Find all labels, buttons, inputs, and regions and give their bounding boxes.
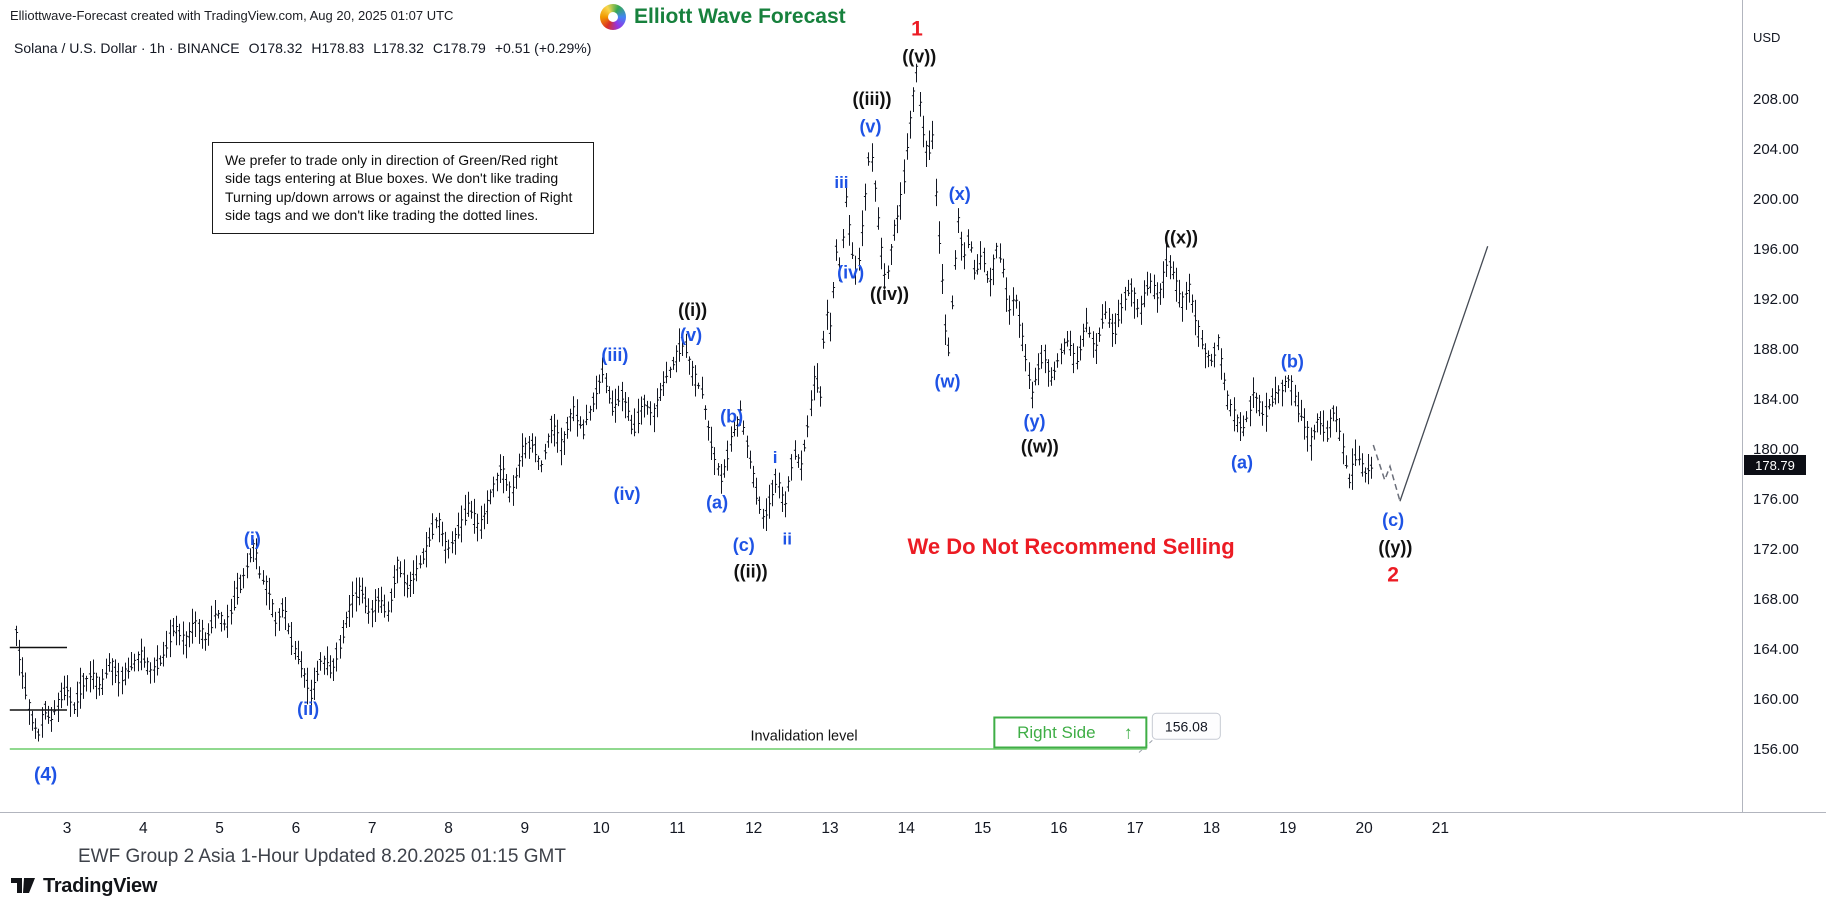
price-axis-label: 168.00 (1753, 591, 1799, 608)
time-axis-label: 20 (1355, 820, 1373, 837)
time-axis-label: 4 (138, 820, 148, 837)
symbol-title[interactable]: Solana / U.S. Dollar · 1h · BINANCE (14, 40, 240, 56)
wave-label: (b) (1281, 351, 1304, 371)
time-axis-label: 15 (973, 820, 992, 837)
ohlc-value: O178.32 (248, 40, 303, 56)
time-axis-label: 8 (444, 820, 453, 837)
tradingview-logo-icon (11, 878, 35, 893)
ewf-logo-text: Elliott Wave Forecast (634, 5, 846, 28)
right-side-up-arrow-icon: ↑ (1124, 723, 1133, 743)
price-axis-label: 180.00 (1753, 441, 1799, 458)
price-axis-label: 188.00 (1753, 341, 1799, 358)
trading-note-box: We prefer to trade only in direction of … (212, 142, 594, 234)
wave-label: ((w)) (1021, 436, 1059, 456)
time-axis-label: 17 (1126, 820, 1144, 837)
wave-label: ((v)) (902, 46, 936, 66)
ewf-logo-icon (600, 4, 626, 30)
ohlc-value: C178.79 (432, 40, 486, 56)
right-side-tag-label: Right Side (1017, 723, 1095, 742)
trading-note-text: We prefer to trade only in direction of … (225, 152, 573, 224)
invalidation-price-text: 156.08 (1165, 718, 1208, 734)
wave-label: (b) (720, 406, 743, 426)
time-axis-label: 3 (62, 820, 72, 837)
time-axis-label: 9 (520, 820, 530, 837)
wave-label: ii (783, 529, 792, 548)
wave-label: 1 (911, 17, 923, 40)
time-axis-label: 12 (745, 820, 763, 837)
invalidation-price-flag[interactable] (1151, 712, 1221, 740)
wave-label: (c) (733, 535, 755, 555)
currency-label: USD (1753, 30, 1781, 45)
right-side-tag-box[interactable] (993, 716, 1148, 749)
time-axis-label: 14 (897, 820, 915, 837)
time-axis-label: 7 (367, 820, 377, 837)
time-axis-label: 21 (1431, 820, 1450, 837)
chart-credit: Elliottwave-Forecast created with Tradin… (10, 8, 454, 23)
wave-label: (a) (706, 493, 728, 513)
wave-label: (a) (1231, 453, 1253, 473)
ohlc-value: L178.32 (373, 40, 424, 56)
time-axis-label: 6 (291, 820, 301, 837)
price-axis-label: 156.00 (1753, 741, 1799, 758)
time-axis-label: 13 (821, 820, 839, 837)
tradingview-logo-text: TradingView (43, 874, 158, 897)
wave-label: (v) (680, 325, 702, 345)
invalidation-label: Invalidation level (750, 729, 857, 745)
wave-label: 2 (1387, 564, 1399, 587)
wave-label: (c) (1382, 510, 1404, 530)
wave-label: (i) (244, 529, 261, 549)
ohlc-value: H178.83 (311, 40, 365, 56)
wave-label: (4) (34, 765, 57, 786)
current-price-badge: 178.79 (1744, 455, 1806, 476)
price-bars (14, 63, 1374, 742)
price-axis-label: 160.00 (1753, 691, 1799, 708)
wave-label: (iv) (837, 263, 864, 283)
time-axis-label: 18 (1202, 820, 1221, 837)
footer-update-text: EWF Group 2 Asia 1-Hour Updated 8.20.202… (78, 846, 566, 867)
time-axis-label: 11 (669, 820, 686, 837)
wave-label: (y) (1023, 411, 1045, 431)
price-axis-label: 184.00 (1753, 391, 1799, 408)
wave-label: (iii) (601, 345, 628, 365)
projection-trend-line[interactable] (1399, 246, 1489, 502)
price-axis-label: 164.00 (1753, 641, 1799, 658)
tradingview-logo[interactable]: TradingView (10, 874, 157, 898)
warning-text: We Do Not Recommend Selling (908, 534, 1235, 559)
wave-label: (v) (859, 116, 881, 136)
wave-label: iii (834, 173, 848, 192)
time-axis-label: 10 (592, 820, 610, 837)
price-axis-label: 196.00 (1753, 241, 1799, 258)
ohlc-value: +0.51 (+0.29%) (494, 40, 592, 56)
ewf-logo: Elliott Wave Forecast (600, 4, 846, 30)
projection-dashed-line[interactable] (1372, 444, 1401, 502)
wave-label: ((iv)) (870, 284, 909, 304)
wave-label: ((ii)) (734, 561, 768, 581)
price-axis[interactable]: 208.00 204.00 200.00 196.00 192.00 188.00 184.… (1742, 0, 1826, 812)
price-axis-label: 176.00 (1753, 491, 1799, 508)
time-axis-label: 19 (1279, 820, 1297, 837)
wave-label: ((i)) (678, 300, 707, 320)
time-axis-label: 5 (215, 820, 224, 837)
wave-label: (iv) (614, 484, 641, 504)
wave-label: ((iii)) (852, 89, 891, 109)
price-axis-label: 208.00 (1753, 91, 1799, 108)
ohlc-values: O178.32 H178.83 L178.32 C178.79 +0.51 (+0.29… (240, 40, 592, 56)
wave-label: ((y)) (1378, 538, 1412, 558)
price-axis-label: 192.00 (1753, 291, 1799, 308)
price-axis-label: 172.00 (1753, 541, 1799, 558)
symbol-info-bar[interactable]: Solana / U.S. Dollar · 1h · BINANCE O178.… (14, 40, 591, 56)
wave-label: i (773, 448, 778, 467)
price-axis-label: 200.00 (1753, 191, 1799, 208)
wave-label: ((x)) (1164, 228, 1198, 248)
time-axis-label: 16 (1050, 820, 1068, 837)
wave-label: (w) (935, 371, 961, 391)
wave-label: (ii) (297, 699, 319, 719)
price-axis-label: 204.00 (1753, 141, 1799, 158)
wave-label: (x) (949, 184, 971, 204)
time-axis[interactable]: 3 4 5 6 7 8 9 10 11 12 13 14 15 16 17 18 19 20 21 (0, 814, 1742, 846)
